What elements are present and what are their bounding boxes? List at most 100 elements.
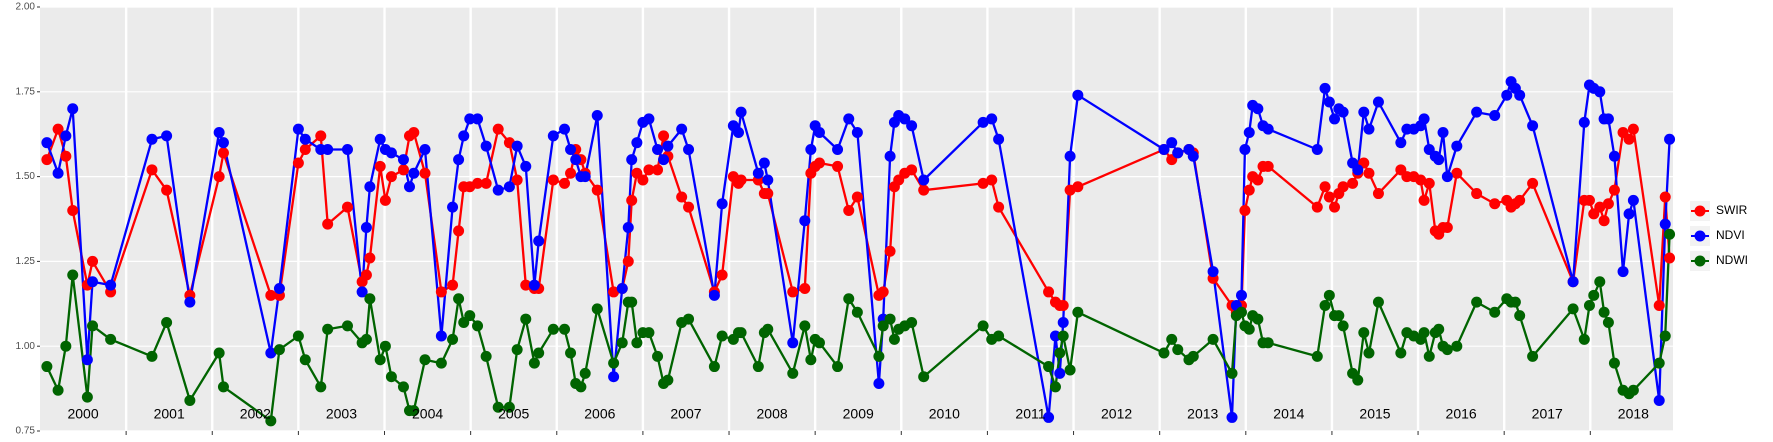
data-point <box>547 323 559 335</box>
data-point <box>322 218 334 230</box>
year-label: 2011 <box>1015 406 1045 422</box>
data-point <box>616 283 628 295</box>
data-point <box>631 337 643 349</box>
data-point <box>265 289 277 301</box>
data-point <box>652 143 664 155</box>
data-point <box>805 143 817 155</box>
data-point <box>658 154 670 166</box>
data-point <box>520 313 532 325</box>
data-point <box>341 320 353 332</box>
data-point <box>408 127 420 139</box>
data-point <box>364 181 376 193</box>
data-point <box>1567 303 1579 315</box>
year-label: 2007 <box>670 406 701 422</box>
data-point <box>265 347 277 359</box>
data-point <box>1653 299 1665 311</box>
data-point <box>67 269 79 281</box>
data-point <box>708 289 720 301</box>
data-point <box>547 130 559 142</box>
data-point <box>591 184 603 196</box>
data-point <box>1583 299 1595 311</box>
data-point <box>1598 306 1610 318</box>
data-point <box>716 269 728 281</box>
data-point <box>626 154 638 166</box>
data-point <box>292 157 304 169</box>
data-point <box>906 316 918 328</box>
data-point <box>608 286 620 298</box>
data-point <box>1323 96 1335 108</box>
data-point <box>1594 276 1606 288</box>
year-label: 2004 <box>412 406 443 422</box>
data-point <box>472 177 484 189</box>
data-point <box>843 293 855 305</box>
data-point <box>616 337 628 349</box>
data-point <box>1207 333 1219 345</box>
data-point <box>799 283 811 295</box>
data-point <box>1514 89 1526 101</box>
data-point <box>273 283 285 295</box>
data-point <box>1319 299 1331 311</box>
data-point <box>1372 296 1384 308</box>
data-point <box>435 357 447 369</box>
data-point <box>161 184 173 196</box>
data-point <box>683 143 695 155</box>
data-point <box>87 276 99 288</box>
data-point <box>832 160 844 172</box>
data-point <box>884 313 896 325</box>
data-point <box>1514 194 1526 206</box>
data-point <box>906 164 918 176</box>
data-point <box>1226 411 1238 423</box>
data-point <box>993 133 1005 145</box>
data-point <box>676 123 688 135</box>
data-point <box>1337 320 1349 332</box>
year-label: 2005 <box>498 406 529 422</box>
data-point <box>918 371 930 383</box>
data-point <box>356 286 368 298</box>
year-label: 2009 <box>843 406 874 422</box>
year-label: 2008 <box>757 406 788 422</box>
data-point <box>1323 289 1335 301</box>
data-point <box>1653 394 1665 406</box>
data-point <box>379 194 391 206</box>
data-point <box>873 350 885 362</box>
data-point <box>1527 177 1539 189</box>
data-point <box>1415 174 1427 186</box>
data-point <box>735 327 747 339</box>
data-point <box>888 333 900 345</box>
data-point <box>520 279 532 291</box>
data-point <box>1311 143 1323 155</box>
data-point <box>1489 306 1501 318</box>
data-point <box>364 252 376 264</box>
data-point <box>1623 208 1635 220</box>
data-point <box>1627 194 1639 206</box>
data-point <box>41 154 53 166</box>
data-point <box>213 347 225 359</box>
data-point <box>520 160 532 172</box>
year-label: 2000 <box>67 406 98 422</box>
data-point <box>851 127 863 139</box>
data-point <box>184 296 196 308</box>
data-point <box>60 130 72 142</box>
data-point <box>299 133 311 145</box>
data-point <box>1627 123 1639 135</box>
y-tick-label: 0.75 <box>16 426 36 437</box>
data-point <box>622 221 634 233</box>
year-label: 2001 <box>154 406 185 422</box>
data-point <box>559 323 571 335</box>
data-point <box>52 123 64 135</box>
data-point <box>292 330 304 342</box>
data-point <box>322 143 334 155</box>
data-point <box>762 323 774 335</box>
data-point <box>1049 330 1061 342</box>
data-point <box>1243 184 1255 196</box>
data-point <box>1395 137 1407 149</box>
data-point <box>570 154 582 166</box>
data-point <box>1262 337 1274 349</box>
data-point <box>379 340 391 352</box>
data-point <box>1358 106 1370 118</box>
data-point <box>832 361 844 373</box>
data-point <box>851 191 863 203</box>
legend-label: SWIR <box>1716 203 1748 217</box>
data-point <box>1239 205 1251 217</box>
